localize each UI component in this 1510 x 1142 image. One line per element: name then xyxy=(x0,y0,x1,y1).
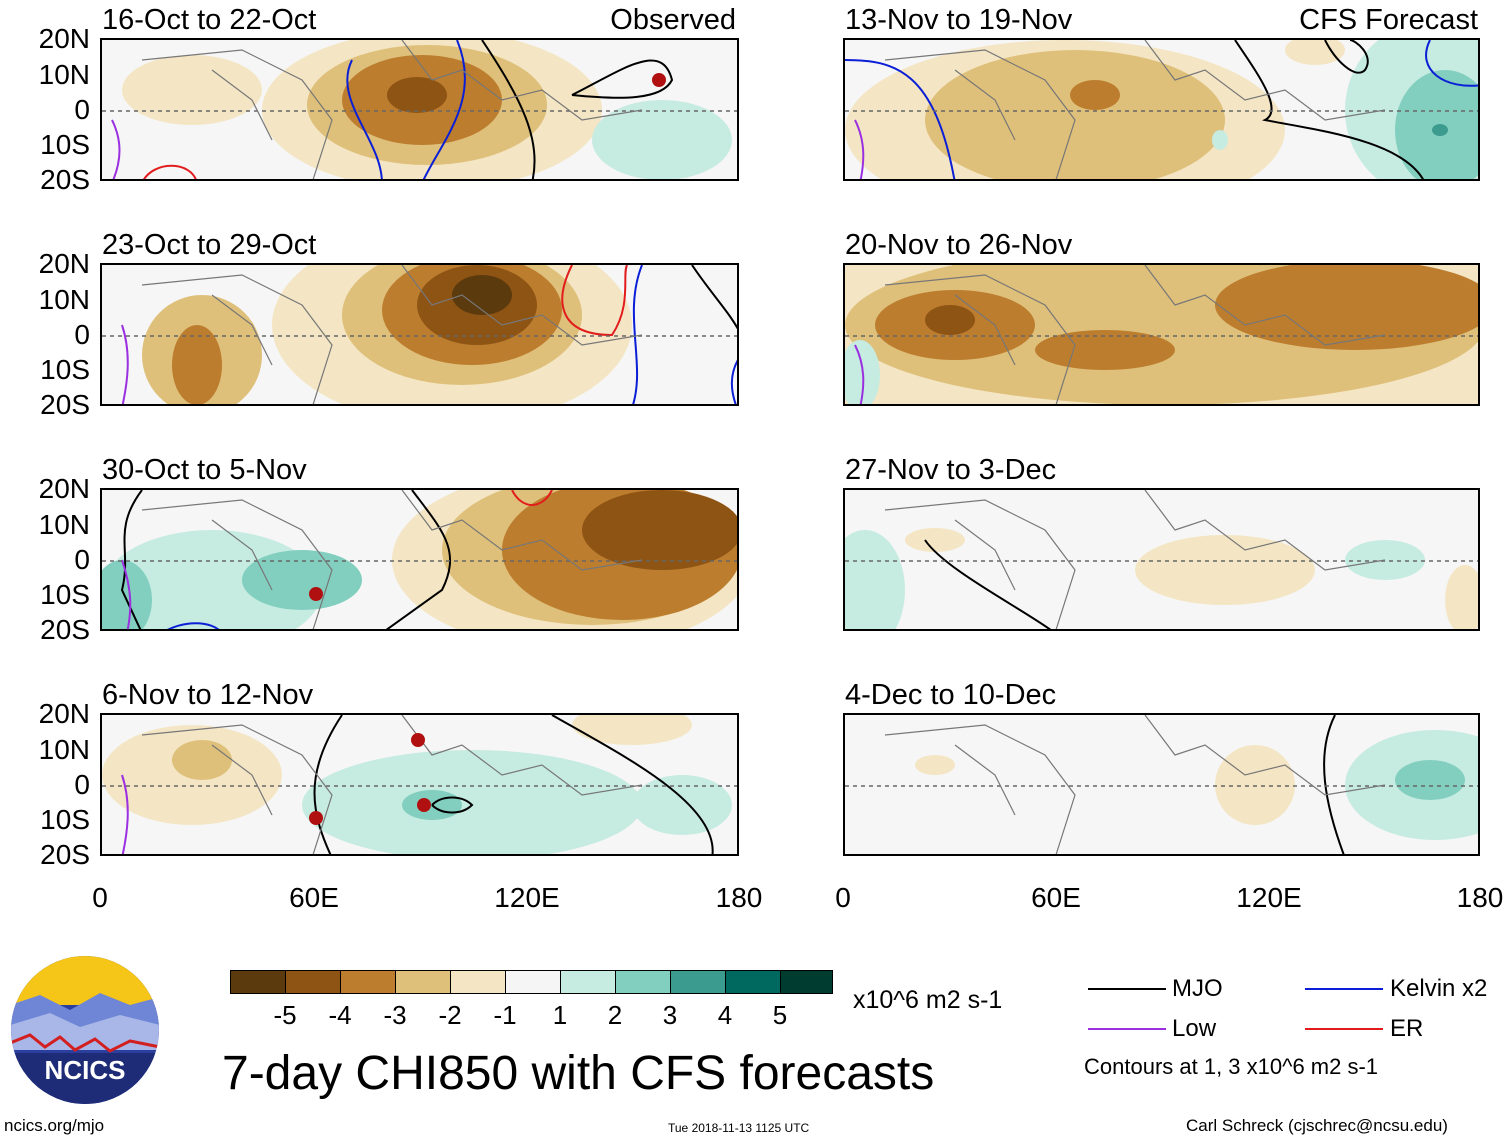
lat-label: 20S xyxy=(40,614,90,645)
er-legend-label: ER xyxy=(1390,1015,1424,1042)
storm-b-icon xyxy=(417,798,431,812)
map-panel-13nov-19nov xyxy=(843,38,1480,181)
panel-title-7: 27-Nov to 3-Dec xyxy=(845,454,1057,486)
map-panel-30oct-5nov xyxy=(100,488,739,631)
lon-label: 120E xyxy=(1236,882,1302,913)
colorbar-label: 4 xyxy=(717,1000,733,1030)
colorbar-cell xyxy=(395,970,451,994)
colorbar-label: -4 xyxy=(328,1000,352,1030)
kelvin-legend-label: Kelvin x2 xyxy=(1390,975,1488,1002)
colorbar-cell xyxy=(670,970,726,994)
observed-tag: Observed xyxy=(610,4,736,36)
map-panel-20nov-26nov xyxy=(843,263,1480,406)
colorbar-cell xyxy=(725,970,781,994)
lon-label: 0 xyxy=(835,882,851,913)
panel-title-5: 13-Nov to 19-Nov xyxy=(845,4,1073,36)
storm-a-icon xyxy=(309,587,323,601)
colorbar-cell xyxy=(230,970,286,994)
panel-title-3: 30-Oct to 5-Nov xyxy=(102,454,307,486)
lat-label: 0 xyxy=(74,544,90,575)
panel-title-4: 6-Nov to 12-Nov xyxy=(102,679,314,711)
panel-title-2: 23-Oct to 29-Oct xyxy=(102,229,317,261)
logo-text: NCICS xyxy=(45,1055,126,1085)
colorbar-cell xyxy=(450,970,506,994)
lon-label: 180 xyxy=(1456,882,1504,913)
lat-label: 10N xyxy=(38,284,90,315)
lat-label: 10N xyxy=(38,509,90,540)
lat-label: 0 xyxy=(74,319,90,350)
cfs-forecast-tag: CFS Forecast xyxy=(1299,4,1478,36)
mjo-legend-label: MJO xyxy=(1172,975,1223,1002)
colorbar-label: 1 xyxy=(552,1000,568,1030)
storm-a-icon xyxy=(309,811,323,825)
colorbar-cell xyxy=(780,970,833,994)
lat-label: 0 xyxy=(74,769,90,800)
ncics-logo: NCICS xyxy=(10,955,160,1105)
storm-y-icon xyxy=(652,73,666,87)
lon-label: 0 xyxy=(92,882,108,913)
colorbar-cell xyxy=(615,970,671,994)
lon-label: 60E xyxy=(1031,882,1081,913)
lat-label: 20N xyxy=(38,473,90,504)
lat-label: 20N xyxy=(38,23,90,54)
colorbar-cell xyxy=(285,970,341,994)
colorbar-cell xyxy=(505,970,561,994)
colorbar-label: -3 xyxy=(383,1000,407,1030)
lat-label: 20S xyxy=(40,839,90,870)
map-panel-27nov-3dec xyxy=(843,488,1480,631)
footer-timestamp: Tue 2018-11-13 1125 UTC xyxy=(668,1121,810,1135)
colorbar-label: -2 xyxy=(438,1000,462,1030)
lon-label: 120E xyxy=(494,882,560,913)
lat-label: 10S xyxy=(40,129,90,160)
lat-label: 20S xyxy=(40,164,90,195)
lat-label: 10S xyxy=(40,579,90,610)
colorbar-label: 3 xyxy=(662,1000,678,1030)
map-panel-4dec-10dec xyxy=(843,713,1480,856)
panel-title-8: 4-Dec to 10-Dec xyxy=(845,679,1057,711)
colorbar-label: 5 xyxy=(772,1000,788,1030)
map-panel-16oct-22oct xyxy=(100,38,739,181)
lat-label: 20S xyxy=(40,389,90,420)
map-panel-23oct-29oct xyxy=(100,263,739,406)
panel-title-6: 20-Nov to 26-Nov xyxy=(845,229,1073,261)
panel-title-1: 16-Oct to 22-Oct xyxy=(102,4,317,36)
lat-label: 10N xyxy=(38,734,90,765)
lat-label: 20N xyxy=(38,698,90,729)
lon-label: 60E xyxy=(289,882,339,913)
lon-label: 180 xyxy=(715,882,763,913)
storm-g-icon xyxy=(411,733,425,747)
low-legend-label: Low xyxy=(1172,1015,1217,1042)
map-panel-6nov-12nov xyxy=(100,713,739,856)
lat-label: 10S xyxy=(40,804,90,835)
colorbar-cell xyxy=(340,970,396,994)
low-legend-line xyxy=(1088,1028,1166,1030)
footer-url[interactable]: ncics.org/mjo xyxy=(4,1116,105,1135)
colorbar-label: -1 xyxy=(493,1000,517,1030)
lat-label: 20N xyxy=(38,248,90,279)
colorbar-label: -5 xyxy=(273,1000,297,1030)
lat-label: 0 xyxy=(74,94,90,125)
colorbar-label: 2 xyxy=(607,1000,623,1030)
colorbar-cell xyxy=(560,970,616,994)
lat-label: 10S xyxy=(40,354,90,385)
units-label: x10^6 m2 s-1 xyxy=(853,986,1003,1014)
contours-note: Contours at 1, 3 x10^6 m2 s-1 xyxy=(1084,1054,1379,1079)
main-title: 7-day CHI850 with CFS forecasts xyxy=(222,1047,935,1100)
kelvin-legend-line xyxy=(1305,988,1383,990)
er-legend-line xyxy=(1305,1028,1383,1030)
lat-label: 10N xyxy=(38,59,90,90)
mjo-legend-line xyxy=(1088,988,1166,990)
footer-author: Carl Schreck (cjschrec@ncsu.edu) xyxy=(1186,1116,1448,1135)
